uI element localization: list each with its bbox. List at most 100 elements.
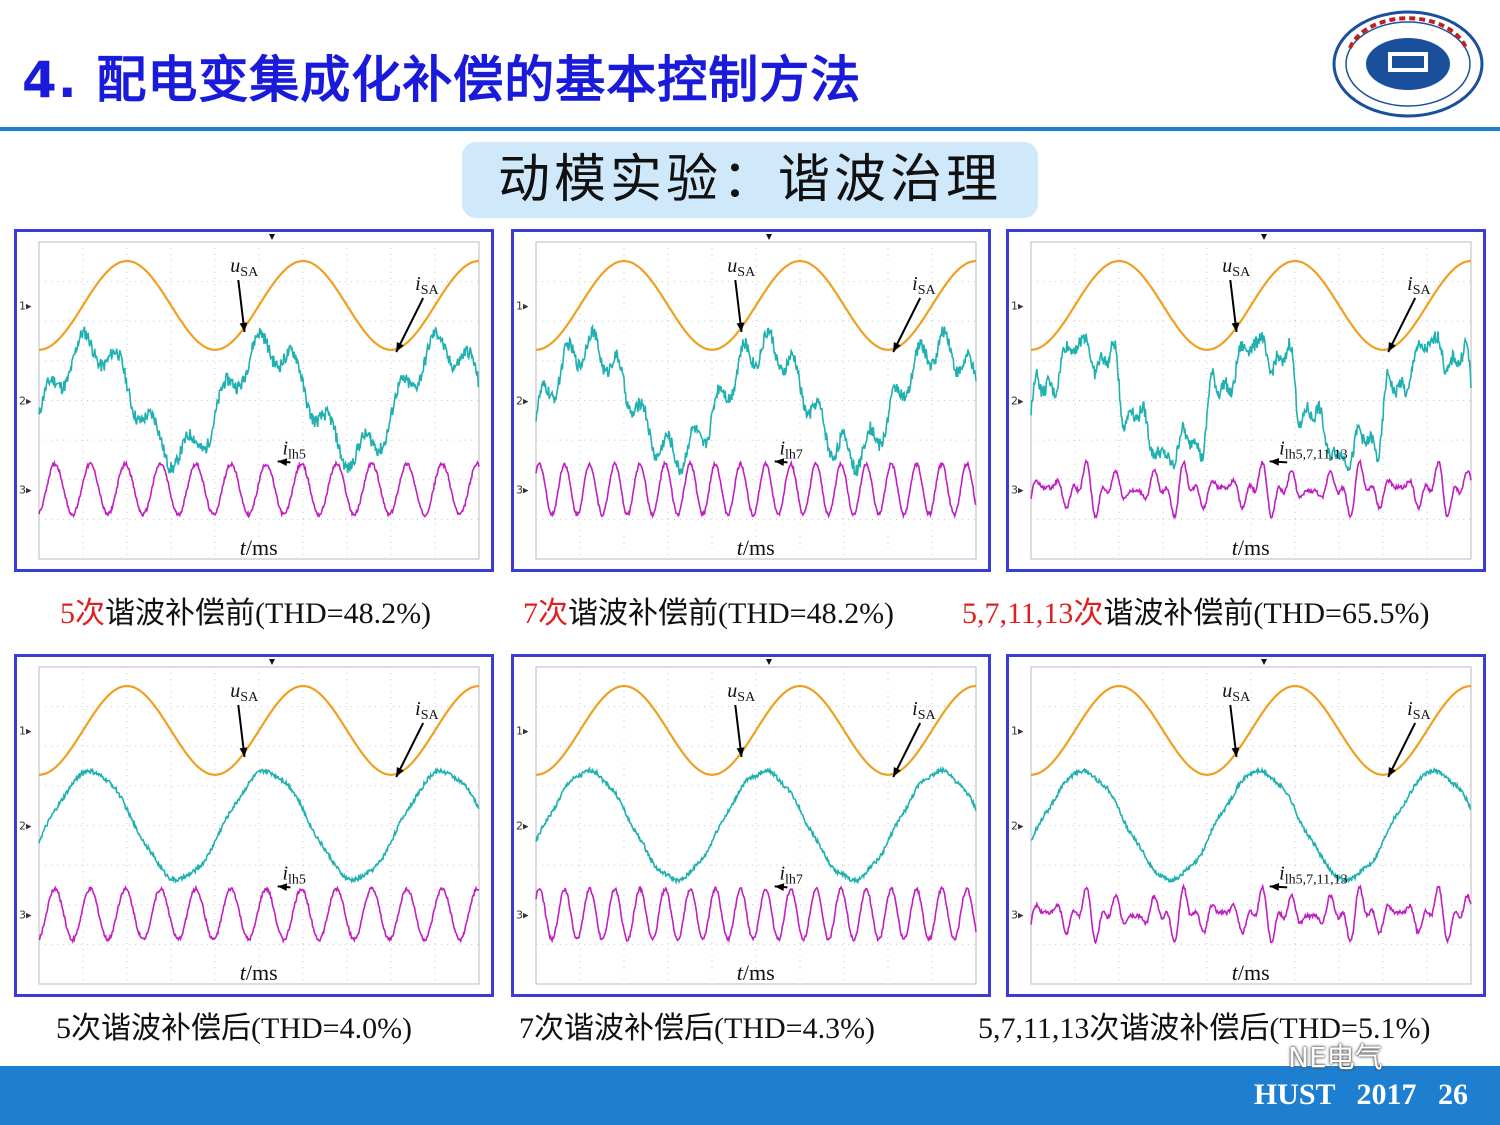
isa-label-arrow: [395, 722, 425, 778]
experiment-subtitle: 动模实验：谐波治理: [462, 142, 1038, 218]
voltage-trace: [1031, 684, 1471, 776]
channel-marker-2: 2▸: [19, 820, 32, 833]
voltage-trace: [1031, 259, 1471, 351]
harmonic-trace: [1030, 883, 1472, 945]
footer-text: HUST 2017 26: [1253, 1078, 1468, 1111]
scope-panel-p3: 1▸ 2▸ 3▸ uSA iSA ilh5,7,11,13 t/ms: [1006, 229, 1486, 572]
trigger-marker: [269, 659, 275, 665]
time-axis-label: t/ms: [1232, 535, 1270, 560]
scope-panel-p5: 1▸ 2▸ 3▸ uSA iSA ilh7 t/ms: [511, 654, 991, 997]
current-trace: [38, 767, 480, 884]
isa-label-arrow: [1387, 297, 1417, 353]
caption-highlight: 5次: [60, 597, 105, 630]
caption-p3: 5,7,11,13次谐波补偿前(THD=65.5%): [962, 588, 1429, 632]
isa-label-arrowhead: [1388, 342, 1396, 352]
title-divider: [0, 127, 1500, 131]
caption-text: 谐波补偿前(THD=48.2%): [105, 597, 432, 630]
caption-text: 5,7,11,13次谐波补偿后(THD=5.1%): [978, 1012, 1431, 1045]
channel-marker-3: 3▸: [19, 908, 32, 921]
harmonic-label-arrowhead: [277, 458, 288, 466]
caption-text: 7次谐波补偿后(THD=4.3%): [519, 1012, 876, 1045]
harmonic-label-arrowhead: [774, 883, 785, 891]
channel-marker-3: 3▸: [19, 483, 32, 496]
usa-label-arrowhead: [736, 747, 745, 758]
isa-label-arrowhead: [396, 342, 404, 352]
scope-panel-p4: 1▸ 2▸ 3▸ uSA iSA ilh5 t/ms: [14, 654, 494, 997]
channel-marker-1: 1▸: [1011, 299, 1024, 312]
isa-label-arrow: [1387, 722, 1417, 778]
footer-bar: [0, 1066, 1500, 1125]
caption-p1: 5次谐波补偿前(THD=48.2%): [60, 588, 431, 632]
scope-panel-p6: 1▸ 2▸ 3▸ uSA iSA ilh5,7,11,13 t/ms: [1006, 654, 1486, 997]
time-axis-label: t/ms: [737, 535, 775, 560]
usa-label-arrowhead: [239, 747, 248, 758]
wechat-watermark: NE电气: [1288, 1041, 1383, 1074]
current-trace: [1030, 331, 1472, 472]
caption-highlight: 7次: [523, 597, 568, 630]
channel-marker-2: 2▸: [19, 395, 32, 408]
trigger-marker: [766, 659, 772, 665]
usa-label-arrowhead: [1231, 322, 1240, 333]
channel-marker-3: 3▸: [1011, 908, 1024, 921]
trigger-marker: [1261, 659, 1267, 665]
channel-marker-3: 3▸: [516, 908, 529, 921]
scope-panel-p1: 1▸ 2▸ 3▸ uSA iSA ilh5 t/ms: [14, 229, 494, 572]
isa-label-arrowhead: [893, 767, 901, 777]
voltage-trace: [39, 259, 479, 351]
scope-panel-p2: 1▸ 2▸ 3▸ uSA iSA ilh7 t/ms: [511, 229, 991, 572]
isa-label: iSA: [912, 698, 936, 723]
usa-label-arrowhead: [239, 322, 248, 333]
isa-label-arrow: [892, 297, 922, 353]
voltage-trace: [39, 684, 479, 776]
trigger-marker: [269, 234, 275, 240]
channel-marker-2: 2▸: [516, 820, 529, 833]
harmonic-trace: [1030, 458, 1472, 520]
time-axis-label: t/ms: [240, 535, 278, 560]
trigger-marker: [1261, 234, 1267, 240]
isa-label-arrow: [395, 297, 425, 353]
current-trace: [535, 765, 977, 886]
channel-marker-1: 1▸: [516, 299, 529, 312]
harmonic-label-arrowhead: [774, 458, 785, 466]
caption-highlight: 5,7,11,13次: [962, 597, 1104, 630]
isa-label-arrowhead: [1388, 767, 1396, 777]
channel-marker-1: 1▸: [19, 724, 32, 737]
current-trace: [1030, 766, 1472, 884]
caption-p6: 5,7,11,13次谐波补偿后(THD=5.1%): [978, 1003, 1430, 1047]
voltage-trace: [536, 259, 976, 351]
channel-marker-1: 1▸: [19, 299, 32, 312]
trigger-marker: [766, 234, 772, 240]
caption-p2: 7次谐波补偿前(THD=48.2%): [523, 588, 894, 632]
usa-label-arrowhead: [1231, 747, 1240, 758]
caption-text: 谐波补偿前(THD=48.2%): [568, 597, 895, 630]
hust-university-seal-icon: [1332, 10, 1484, 118]
page-title: 4. 配电变集成化补偿的基本控制方法: [22, 51, 862, 109]
channel-marker-3: 3▸: [516, 483, 529, 496]
channel-marker-2: 2▸: [1011, 820, 1024, 833]
time-axis-label: t/ms: [240, 960, 278, 985]
harmonic-trace: [38, 459, 480, 519]
caption-p4: 5次谐波补偿后(THD=4.0%): [56, 1003, 412, 1047]
time-axis-label: t/ms: [737, 960, 775, 985]
harmonic-label-arrowhead: [1269, 883, 1280, 891]
channel-marker-2: 2▸: [1011, 395, 1024, 408]
isa-label-arrow: [892, 722, 922, 778]
current-trace: [38, 326, 480, 475]
harmonic-label-arrowhead: [1269, 458, 1280, 466]
harmonic-trace: [38, 884, 480, 945]
harmonic-trace: [535, 459, 977, 520]
harmonic-label-arrowhead: [277, 883, 288, 891]
channel-marker-1: 1▸: [1011, 724, 1024, 737]
harmonic-trace: [535, 885, 977, 944]
isa-label-arrowhead: [893, 342, 901, 352]
caption-p5: 7次谐波补偿后(THD=4.3%): [519, 1003, 875, 1047]
isa-label-arrowhead: [396, 767, 404, 777]
channel-marker-3: 3▸: [1011, 483, 1024, 496]
caption-text: 5次谐波补偿后(THD=4.0%): [56, 1012, 413, 1045]
